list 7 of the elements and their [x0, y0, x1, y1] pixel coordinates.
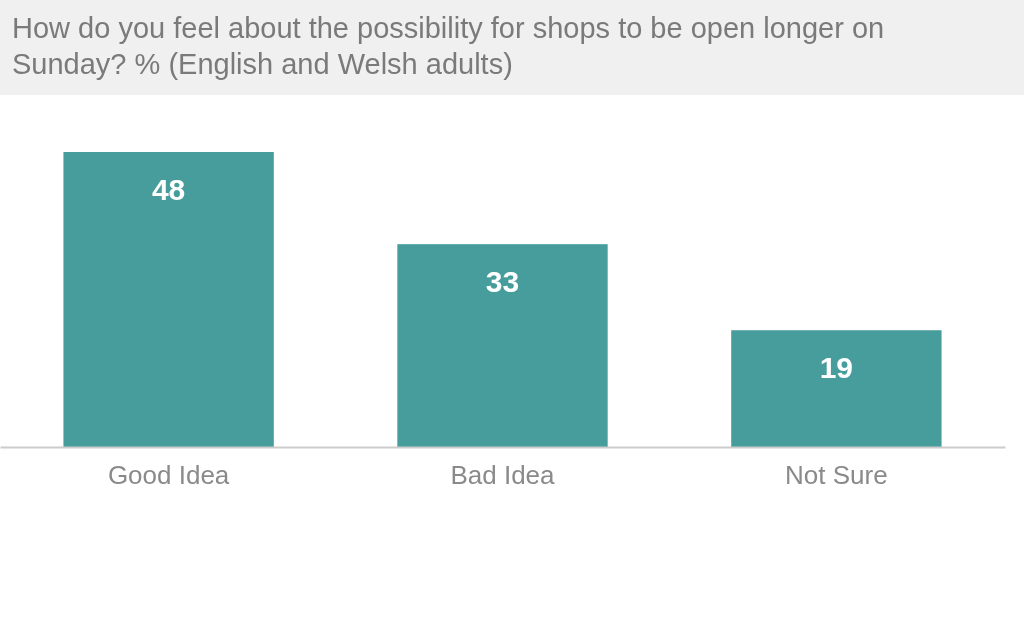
x-tick-label: Bad Idea	[450, 459, 556, 490]
x-tick-label: Good Idea	[107, 459, 230, 490]
chart-title: How do you feel about the possibility for shops to be open longer on Sunday? % (English and Welsh adults)	[12, 12, 885, 80]
data-label: 48	[151, 173, 186, 206]
data-label: 33	[485, 265, 520, 299]
x-tick-label: Not Sure	[785, 459, 888, 490]
data-label: 19	[819, 351, 854, 385]
